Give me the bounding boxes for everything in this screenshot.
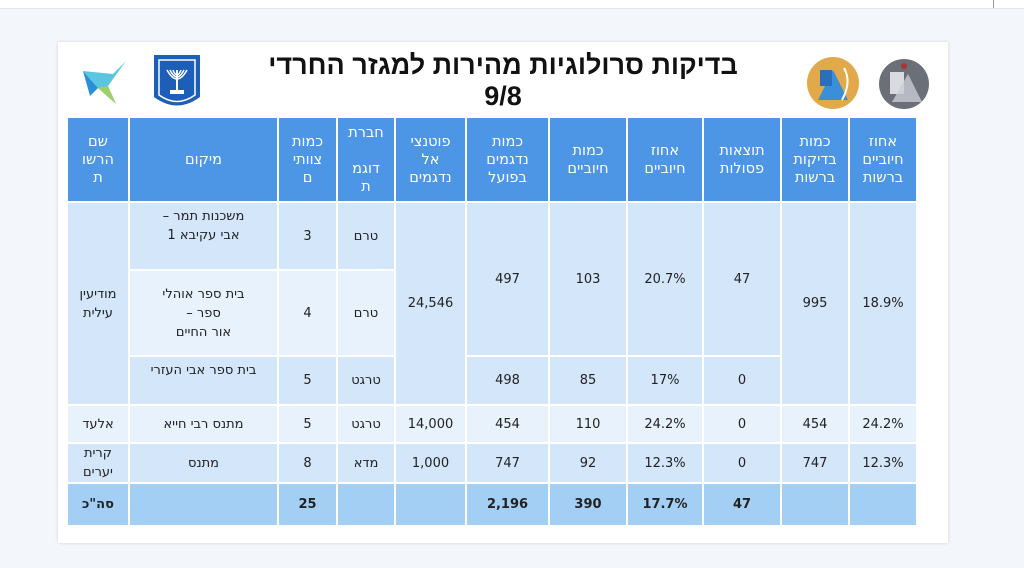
- cell-potential: 24,546: [394, 201, 467, 406]
- cell-authority-pct: 18.9%: [848, 201, 918, 406]
- total-company: [336, 482, 396, 527]
- table-row: 18.9% 995 47 20.7% 103 497 24,546 טרם 3 …: [66, 201, 918, 406]
- cell-positives: 103: [548, 201, 628, 357]
- header-positives: כמות חיוביים: [548, 116, 628, 203]
- cell-potential: 1,000: [394, 442, 467, 484]
- cell-potential: 14,000: [394, 404, 467, 444]
- cell-sampled: 454: [465, 404, 550, 444]
- top-bar: [0, 0, 1024, 9]
- divider: [993, 0, 994, 8]
- cell-positives: 110: [548, 404, 628, 444]
- cell-authority-tests: 747: [780, 442, 850, 484]
- cell-authority-tests: 454: [780, 404, 850, 444]
- table-row: 24.2% 454 0 24.2% 110 454 14,000 טרגט 5 …: [66, 404, 918, 444]
- army-logo-icon: [879, 59, 929, 109]
- cell-positives: 92: [548, 442, 628, 484]
- cell-location: בית ספר אבי העזרי: [128, 355, 279, 406]
- total-authority-tests: [780, 482, 850, 527]
- cell-invalid: 47: [702, 201, 782, 357]
- header-pct: אחוז חיוביים: [626, 116, 704, 203]
- total-pct: 17.7%: [626, 482, 704, 527]
- cell-teams: 5: [277, 404, 338, 444]
- slide-title: בדיקות סרולוגיות מהירות למגזר החרדי 9/8: [238, 50, 768, 112]
- cell-location: בית ספר אוהלי ספר – אור החיים: [128, 269, 279, 357]
- cell-authority-tests: 995: [780, 201, 850, 406]
- cell-teams: 8: [277, 442, 338, 484]
- title-text: בדיקות סרולוגיות מהירות למגזר החרדי: [268, 50, 738, 80]
- cell-invalid: 0: [702, 404, 782, 444]
- total-potential: [394, 482, 467, 527]
- ministry-star-logo-icon: [83, 61, 126, 104]
- header-authority-tests: כמות בדיקות ברשות: [780, 116, 850, 203]
- cell-company: טרגט: [336, 355, 396, 406]
- cell-invalid: 0: [702, 442, 782, 484]
- cell-pct: 12.3%: [626, 442, 704, 484]
- cell-teams: 4: [277, 269, 338, 357]
- header-authority-pct: אחוז חיוביים ברשות: [848, 116, 918, 203]
- total-row: 47 17.7% 390 2,196 25 סה"כ: [66, 482, 918, 527]
- cell-authority: מודיעין עילית: [66, 201, 130, 406]
- serology-table: אחוז חיוביים ברשות כמות בדיקות ברשות תוצ…: [66, 116, 918, 527]
- cell-sampled: 497: [465, 201, 550, 357]
- header-potential: פוטנצי אל נדגמים: [394, 116, 467, 203]
- total-teams: 25: [277, 482, 338, 527]
- cell-authority-pct: 12.3%: [848, 442, 918, 484]
- israel-emblem-icon: [154, 55, 200, 106]
- header-invalid: תוצאות פסולות: [702, 116, 782, 203]
- header-company: חברת דוגמ ת: [336, 116, 396, 203]
- cell-teams: 3: [277, 201, 338, 271]
- cell-location: מתנס: [128, 442, 279, 484]
- home-front-logo-icon: [807, 57, 859, 109]
- total-location: [128, 482, 279, 527]
- cell-sampled: 747: [465, 442, 550, 484]
- total-authority-pct: [848, 482, 918, 527]
- total-label: סה"כ: [66, 482, 130, 527]
- cell-authority: אלעד: [66, 404, 130, 444]
- cell-company: מדא: [336, 442, 396, 484]
- cell-location: מתנס רבי חייא: [128, 404, 279, 444]
- cell-company: טרם: [336, 269, 396, 357]
- table-row: 0 17% 85 498 טרגט 5 בית ספר אבי העזרי: [67, 355, 917, 406]
- cell-sampled: 498: [465, 355, 550, 406]
- cell-authority-pct: 24.2%: [848, 404, 918, 444]
- total-sampled: 2,196: [465, 482, 550, 527]
- total-positives: 390: [548, 482, 628, 527]
- table-row: טרם 4 בית ספר אוהלי ספר – אור החיים: [67, 269, 917, 357]
- cell-positives: 85: [548, 355, 628, 406]
- title-date: 9/8: [484, 81, 522, 111]
- cell-location: משכנות תמר – אבי עקיבא 1: [128, 201, 279, 271]
- cell-company: טרם: [336, 201, 396, 271]
- header-sampled: כמות נדגמים בפועל: [465, 116, 550, 203]
- header-location: מיקום: [128, 116, 279, 203]
- cell-pct: 17%: [626, 355, 704, 406]
- cell-pct: 20.7%: [626, 201, 704, 357]
- cell-invalid: 0: [702, 355, 782, 406]
- slide: בדיקות סרולוגיות מהירות למגזר החרדי 9/8 …: [58, 42, 948, 543]
- header-row: אחוז חיוביים ברשות כמות בדיקות ברשות תוצ…: [66, 116, 918, 203]
- cell-authority: קרית יערים: [66, 442, 130, 484]
- cell-pct: 24.2%: [626, 404, 704, 444]
- table-row: 12.3% 747 0 12.3% 92 747 1,000 מדא 8 מתנ…: [66, 442, 918, 484]
- cell-company: טרגט: [336, 404, 396, 444]
- header-authority: שם הרשו ת: [66, 116, 130, 203]
- cell-teams: 5: [277, 355, 338, 406]
- header-teams: כמות צוותי ם: [277, 116, 338, 203]
- total-invalid: 47: [702, 482, 782, 527]
